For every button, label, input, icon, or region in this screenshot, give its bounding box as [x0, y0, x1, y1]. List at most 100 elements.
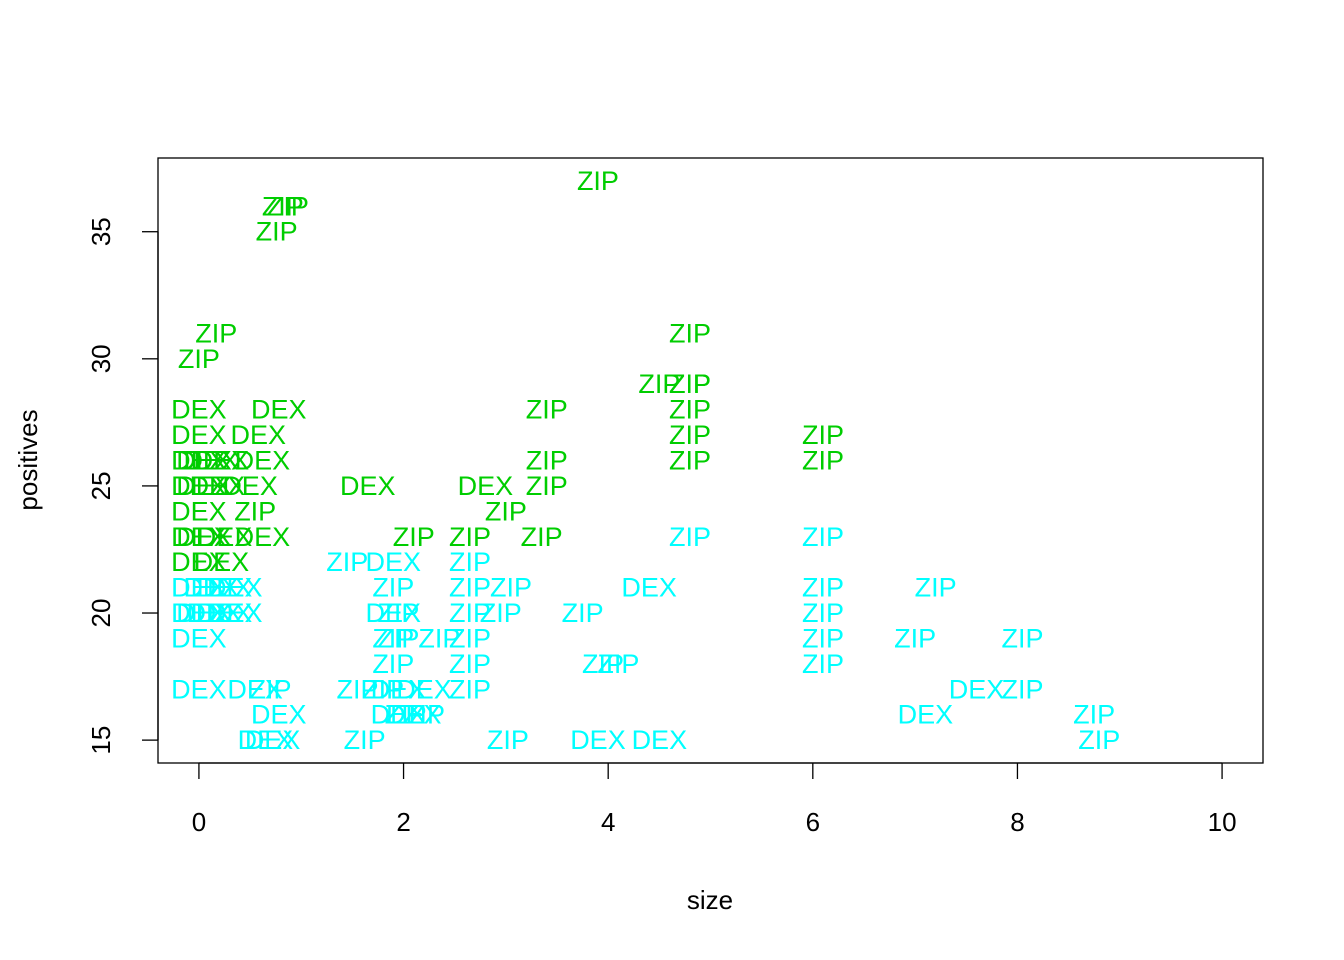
point-label: ZIP: [802, 649, 844, 679]
point-label: DEX: [171, 446, 227, 476]
point-label: ZIP: [449, 598, 491, 628]
point-label: ZIP: [669, 522, 711, 552]
point-label: ZIP: [669, 395, 711, 425]
y-tick-label: 20: [86, 599, 116, 628]
point-label: ZIP: [449, 674, 491, 704]
point-label: DEX: [371, 674, 427, 704]
point-label: ZIP: [802, 446, 844, 476]
point-label: DEX: [632, 725, 688, 755]
point-label: ZIP: [669, 318, 711, 348]
point-label: DEX: [949, 674, 1005, 704]
point-label: ZIP: [256, 217, 298, 247]
point-label: ZIP: [449, 522, 491, 552]
point-label: ZIP: [597, 649, 639, 679]
point-label: DEX: [251, 700, 307, 730]
point-label: ZIP: [582, 649, 624, 679]
point-label: ZIP: [385, 700, 427, 730]
point-label: ZIP: [669, 420, 711, 450]
point-label: ZIP: [403, 700, 445, 730]
point-label: ZIP: [362, 674, 404, 704]
point-label: DEX: [197, 598, 253, 628]
point-label: ZIP: [372, 623, 414, 653]
point-label: ZIP: [250, 674, 292, 704]
x-axis: 0 2 4 6 8 10: [192, 762, 1237, 837]
x-tick-label: 2: [396, 807, 410, 837]
point-label: ZIP: [377, 623, 419, 653]
point-label: ZIP: [669, 369, 711, 399]
point-label: DEX: [458, 471, 514, 501]
point-label: DEX: [340, 471, 396, 501]
point-label: ZIP: [638, 369, 680, 399]
point-label: DEX: [171, 420, 227, 450]
point-label: ZIP: [577, 166, 619, 196]
point-label: ZIP: [449, 649, 491, 679]
point-label: ZIP: [490, 573, 532, 603]
point-label: DEX: [171, 598, 227, 628]
point-label: DEX: [171, 674, 227, 704]
x-tick-label: 6: [806, 807, 820, 837]
point-label: DEX: [171, 547, 227, 577]
y-tick-label: 30: [86, 344, 116, 373]
y-axis: 15 20 25 30 35: [86, 217, 159, 755]
point-label: ZIP: [802, 522, 844, 552]
point-label: ZIP: [480, 598, 522, 628]
point-label: ZIP: [526, 395, 568, 425]
point-label: ZIP: [802, 573, 844, 603]
point-label: ZIP: [326, 547, 368, 577]
point-label: DEX: [171, 522, 227, 552]
point-label: ZIP: [521, 522, 563, 552]
point-label: DEX: [251, 395, 307, 425]
point-label: DEX: [621, 573, 677, 603]
point-label: DEX: [235, 446, 291, 476]
point-label: ZIP: [337, 674, 379, 704]
point-label: DEX: [171, 395, 227, 425]
point-label: ZIP: [178, 344, 220, 374]
point-label: DEX: [194, 446, 250, 476]
point-label: ZIP: [449, 573, 491, 603]
y-tick-label: 15: [86, 726, 116, 755]
point-label: DEX: [238, 725, 294, 755]
y-tick-label: 25: [86, 471, 116, 500]
point-label: DEX: [171, 471, 227, 501]
y-tick-label: 35: [86, 217, 116, 246]
point-label: ZIP: [1002, 674, 1044, 704]
point-label: DEX: [197, 522, 253, 552]
x-tick-label: 4: [601, 807, 615, 837]
point-label: DEX: [194, 547, 250, 577]
point-label: DEX: [396, 674, 452, 704]
point-label: DEX: [366, 547, 422, 577]
point-label: ZIP: [485, 496, 527, 526]
point-label: ZIP: [1073, 700, 1115, 730]
point-label: ZIP: [234, 496, 276, 526]
point-label: DEX: [176, 471, 232, 501]
point-label: DEX: [227, 674, 283, 704]
point-label: ZIP: [915, 573, 957, 603]
point-label: DEX: [183, 446, 239, 476]
point-label: ZIP: [669, 446, 711, 476]
x-tick-label: 8: [1010, 807, 1024, 837]
point-label: ZIP: [669, 369, 711, 399]
x-axis-label: size: [687, 885, 733, 915]
point-label: DEX: [386, 700, 442, 730]
point-label: DEX: [366, 598, 422, 628]
point-label: ZIP: [487, 725, 529, 755]
point-label: ZIP: [372, 649, 414, 679]
point-label: ZIP: [802, 623, 844, 653]
point-label: ZIP: [377, 598, 419, 628]
x-tick-label: 10: [1208, 807, 1237, 837]
point-label: ZIP: [802, 420, 844, 450]
x-tick-label: 0: [192, 807, 206, 837]
point-label: DEX: [183, 573, 239, 603]
point-label: DEX: [207, 598, 263, 628]
point-label: ZIP: [526, 471, 568, 501]
point-label: DEX: [171, 496, 227, 526]
point-label: ZIP: [393, 522, 435, 552]
point-label: ZIP: [1002, 623, 1044, 653]
point-label: ZIP: [418, 623, 460, 653]
point-label: ZIP: [195, 318, 237, 348]
point-label: ZIP: [344, 725, 386, 755]
point-label: ZIP: [449, 547, 491, 577]
y-axis-label: positives: [13, 409, 43, 510]
